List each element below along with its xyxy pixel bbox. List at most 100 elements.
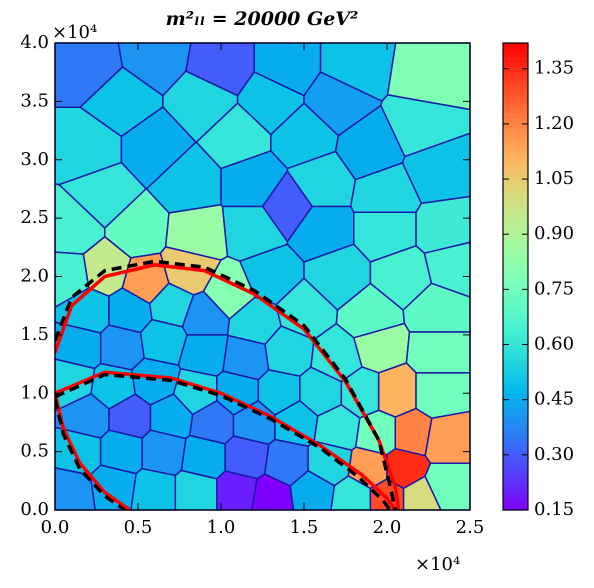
cells (54, 42, 471, 511)
colorbar-segment (503, 229, 528, 236)
colorbar-segment (503, 491, 528, 497)
colorbar-segment (503, 201, 528, 208)
colorbar-tick-label: 0.60 (534, 334, 574, 355)
colorbar-segment (503, 103, 528, 109)
voronoi-cell (216, 470, 258, 511)
colorbar-segment (503, 500, 528, 506)
colorbar-segment (503, 145, 528, 152)
colorbar-segment (503, 453, 528, 460)
colorbar-segment (503, 407, 528, 413)
colorbar-segment (503, 481, 528, 488)
y-tick-label: 3.5 (20, 90, 49, 111)
colorbar-segment (503, 449, 528, 455)
colorbar-segment (503, 379, 528, 385)
colorbar-segment (503, 80, 528, 86)
colorbar-tick-label: 1.35 (534, 58, 574, 79)
colorbar-segment (503, 94, 528, 100)
colorbar-segment (503, 439, 528, 446)
colorbar-segment (503, 89, 528, 95)
colorbar-segment (503, 467, 528, 474)
colorbar-segment (503, 215, 528, 222)
colorbar-segment (503, 327, 528, 334)
colorbar-segment (503, 43, 528, 49)
colorbar-segment (503, 360, 528, 366)
colorbar-segment (503, 318, 528, 324)
colorbar-tick-label: 0.45 (534, 389, 574, 410)
colorbar-segment (503, 425, 528, 432)
x-tick-label: 1.0 (207, 517, 236, 538)
x-offset-text: ×10⁴ (415, 554, 460, 575)
colorbar-segment (503, 113, 528, 119)
colorbar-segment (503, 71, 528, 77)
colorbar-segment (503, 281, 528, 287)
colorbar-segment (503, 85, 528, 91)
colorbar-tick-label: 0.75 (534, 278, 574, 299)
colorbar-segment (503, 416, 528, 422)
colorbar-segment (503, 299, 528, 306)
colorbar-segment (503, 393, 528, 399)
colorbar-segment (503, 52, 528, 58)
colorbar-segment (503, 47, 528, 53)
colorbar-segment (503, 66, 528, 72)
colorbar-segment (503, 117, 528, 123)
y-tick-label: 1.0 (20, 382, 49, 403)
colorbar-segment (503, 99, 528, 105)
colorbar-segment (503, 206, 528, 212)
voronoi-cell (405, 331, 471, 374)
colorbar-segment (503, 262, 528, 268)
colorbar-segment (503, 169, 528, 175)
colorbar-segment (503, 388, 528, 394)
colorbar-segment (503, 304, 528, 310)
colorbar-segment (503, 239, 528, 245)
y-tick-label: 4.0 (20, 32, 49, 53)
colorbar-segment (503, 131, 528, 137)
colorbar-segment (503, 276, 528, 282)
colorbar-segment (503, 444, 528, 450)
colorbar-segment (503, 57, 528, 63)
x-tick-label: 1.5 (290, 517, 319, 538)
voronoi-cell (141, 429, 187, 477)
colorbar-segment (503, 365, 528, 371)
colorbar-segment (503, 309, 528, 315)
contour-line (55, 370, 397, 510)
y-tick-label: 1.5 (20, 324, 49, 345)
colorbar-segment (503, 341, 528, 348)
colorbar-tick-label: 0.15 (534, 499, 574, 520)
colorbar-segment (503, 430, 528, 436)
colorbar-segment (503, 178, 528, 184)
y-tick-label: 0.5 (20, 441, 49, 462)
colorbar-segment (503, 234, 528, 240)
colorbar-segment (503, 374, 528, 380)
colorbar-tick-label: 0.30 (534, 444, 574, 465)
colorbar-segment (503, 495, 528, 502)
colorbar-tick-label: 1.20 (534, 113, 574, 134)
colorbar-segment (503, 253, 528, 259)
x-tick-label: 2.0 (373, 517, 402, 538)
colorbar-segment (503, 220, 528, 226)
x-tick-label: 2.5 (456, 517, 485, 538)
y-tick-label: 0.0 (20, 499, 49, 520)
colorbar-segment (503, 108, 528, 114)
colorbar-segment (503, 225, 528, 231)
colorbar-segment (503, 61, 528, 67)
colorbar-segment (503, 369, 528, 376)
y-offset-text: ×10⁴ (52, 22, 97, 43)
colorbar-segment (503, 337, 528, 343)
colorbar-segment (503, 75, 528, 81)
colorbar-frame (502, 42, 529, 511)
colorbar-segment (503, 136, 528, 142)
colorbar-segment (503, 183, 528, 189)
voronoi-cell (424, 410, 471, 465)
y-tick-label: 2.0 (20, 266, 49, 287)
colorbar-segment (503, 141, 528, 147)
colorbar-segment (503, 463, 528, 469)
colorbar-segment (503, 313, 528, 320)
colorbar-segment (503, 150, 528, 156)
colorbar-segment (503, 486, 528, 492)
voronoi-cell (415, 372, 471, 419)
colorbar-segment (503, 197, 528, 203)
contour-line (55, 259, 398, 510)
voronoi-cell (377, 362, 417, 418)
colorbar-segment (503, 295, 528, 301)
contour-line (55, 372, 392, 510)
